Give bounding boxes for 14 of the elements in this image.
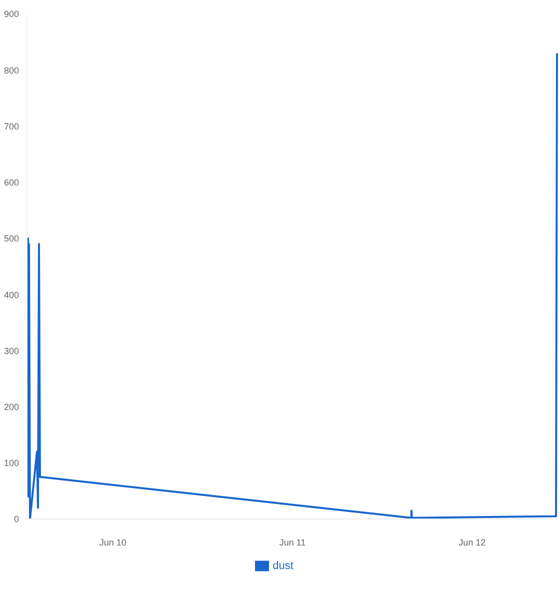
- x-tick-label: Jun 12: [458, 537, 486, 548]
- y-tick-label: 900: [4, 9, 19, 20]
- x-tick-label: Jun 11: [279, 537, 306, 548]
- y-tick-label: 500: [4, 234, 19, 244]
- y-tick-label: 600: [4, 178, 19, 188]
- y-tick-label: 400: [4, 290, 19, 300]
- legend-label: dust: [272, 560, 294, 572]
- y-tick-label: 200: [4, 402, 19, 412]
- y-tick-label: 800: [4, 65, 19, 76]
- x-tick-label: Jun 10: [99, 537, 126, 548]
- y-tick-label: 100: [4, 458, 19, 468]
- y-tick-label: 700: [4, 121, 19, 132]
- y-tick-label: 0: [14, 514, 19, 524]
- y-tick-label: 300: [4, 346, 19, 356]
